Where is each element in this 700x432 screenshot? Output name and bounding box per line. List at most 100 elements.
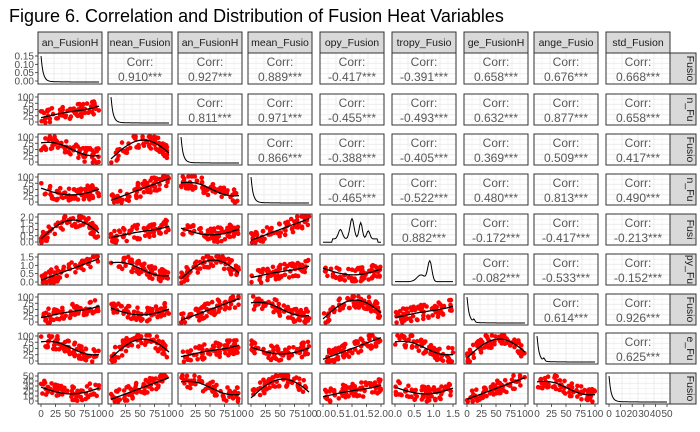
panel-border	[463, 332, 529, 365]
scatter-point	[112, 228, 117, 234]
scatter-point	[400, 320, 405, 325]
scatter-point	[557, 387, 562, 393]
y-tick-label: 0	[28, 118, 34, 129]
panel-border	[391, 213, 457, 246]
scatter-point	[471, 355, 477, 361]
scatter-point	[545, 374, 551, 380]
smooth-line	[110, 338, 170, 359]
scatter-point	[222, 258, 227, 263]
scatter-point	[299, 214, 304, 219]
smooth-line	[40, 187, 100, 196]
panel-grid	[38, 53, 102, 84]
panel-grid	[606, 294, 670, 325]
scatter-point	[82, 154, 88, 159]
panel-grid	[392, 254, 456, 285]
correlation-label: Corr:	[339, 176, 366, 190]
scatter-point	[49, 334, 55, 339]
scatter-point	[160, 373, 166, 378]
correlation-label: Corr:	[483, 96, 510, 110]
row-strip-label: Fusio	[684, 137, 696, 163]
scatter-point	[250, 294, 256, 299]
smooth-line	[250, 265, 310, 279]
y-tick-label: 75	[23, 179, 35, 190]
correlation-panel: Corr:-0.493***	[391, 93, 457, 126]
scatter-point	[122, 339, 127, 344]
scatter-point	[276, 358, 282, 363]
scatter-point	[436, 347, 441, 353]
scatter-point	[326, 317, 332, 323]
scatter-point	[303, 259, 308, 264]
correlation-panel: Corr:0.509***	[533, 133, 599, 166]
scatter-point	[118, 199, 124, 204]
correlation-label: Corr:	[625, 296, 652, 310]
correlation-label: Corr:	[411, 176, 438, 190]
scatter-point	[235, 198, 240, 204]
row-strip	[669, 133, 697, 166]
scatter-point	[49, 381, 54, 386]
correlation-value: -0.522***	[400, 191, 448, 205]
scatter-point	[147, 379, 152, 385]
x-tick-label: 75	[219, 409, 231, 420]
scatter-point	[52, 346, 58, 352]
scatter-point	[188, 385, 193, 391]
y-tick-label: 50	[23, 372, 35, 383]
density-panel	[107, 93, 173, 126]
density-curve	[323, 217, 381, 243]
scatter-point	[450, 350, 456, 355]
scatter-point	[84, 311, 89, 317]
scatter-point	[295, 225, 301, 230]
scatter-point	[52, 134, 57, 139]
panel-border	[533, 332, 599, 365]
scatter-point	[78, 111, 84, 117]
panel-border	[463, 93, 529, 126]
correlation-label: Corr:	[483, 136, 510, 150]
scatter-point	[95, 254, 100, 259]
scatter-panel	[107, 213, 173, 246]
scatter-point	[499, 341, 505, 346]
y-tick-label: 100	[17, 332, 34, 343]
scatter-point	[213, 391, 218, 397]
scatter-point	[592, 388, 597, 393]
correlation-panel: Corr:0.927***	[177, 52, 243, 85]
x-tick-label: 0	[108, 409, 114, 420]
panel-border	[247, 133, 313, 166]
correlation-value: 0.668***	[616, 70, 660, 84]
x-tick-label: 0	[606, 409, 612, 420]
correlation-value: 0.676***	[544, 70, 588, 84]
scatter-point	[118, 188, 123, 194]
correlation-value: 0.889***	[258, 70, 302, 84]
panel-border	[247, 372, 313, 405]
panel-grid	[534, 333, 598, 364]
row-strip-label: Fusio	[684, 376, 696, 402]
scatter-panel	[247, 332, 313, 365]
panel-border	[391, 93, 457, 126]
scatter-point	[163, 143, 169, 148]
correlation-panel: Corr:0.877***	[533, 93, 599, 126]
scatter-point	[96, 383, 102, 388]
correlation-panel: Corr:-0.533***	[533, 253, 599, 286]
scatter-point	[302, 352, 308, 357]
scatter-point	[296, 317, 301, 322]
x-tick-label: 2.0	[374, 409, 388, 420]
scatter-point	[422, 350, 427, 356]
scatter-point	[115, 389, 120, 394]
scatter-point	[133, 380, 139, 386]
scatter-point	[135, 180, 141, 186]
scatter-point	[93, 382, 98, 388]
scatter-points	[38, 333, 101, 364]
smooth-line	[40, 258, 100, 281]
panel-grid	[248, 174, 312, 205]
scatter-point	[165, 270, 171, 275]
panel-grid	[534, 254, 598, 285]
scatter-point	[497, 334, 502, 340]
scatter-point	[115, 147, 120, 152]
scatter-point	[359, 380, 364, 385]
panel-border	[391, 133, 457, 166]
x-tick-label: 0	[38, 409, 44, 420]
scatter-point	[90, 193, 95, 199]
correlation-label: Corr:	[267, 96, 294, 110]
panel-border	[533, 372, 599, 405]
scatter-point	[393, 309, 399, 315]
scatter-point	[294, 308, 299, 313]
correlation-value: 0.877***	[544, 111, 588, 125]
